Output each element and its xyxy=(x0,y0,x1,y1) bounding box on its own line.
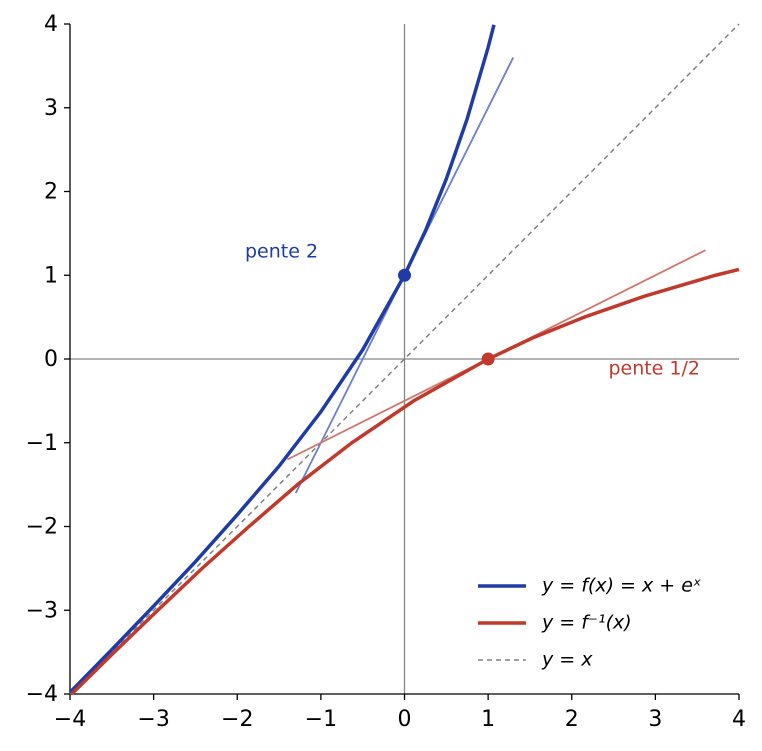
y-tick-label: 3 xyxy=(44,96,58,121)
series-line xyxy=(70,267,740,696)
point xyxy=(398,268,411,282)
x-tick-label: 4 xyxy=(732,707,746,732)
annotation: pente 2 xyxy=(245,241,318,263)
x-tick-label: −2 xyxy=(221,707,253,732)
y-tick-label: −4 xyxy=(26,682,58,707)
legend-label: y = f(x) = x + eˣ xyxy=(541,575,701,597)
x-tick-label: 3 xyxy=(648,707,662,732)
x-tick-label: 2 xyxy=(565,707,579,732)
x-tick-label: 1 xyxy=(481,707,495,732)
annotation: pente 1/2 xyxy=(608,358,700,380)
series-line xyxy=(68,24,496,694)
x-tick-label: −3 xyxy=(137,707,169,732)
x-tick-label: 0 xyxy=(398,707,412,732)
legend-label: y = x xyxy=(541,649,593,671)
legend-label: y = f⁻¹(x) xyxy=(541,612,632,634)
y-tick-label: 1 xyxy=(44,263,58,288)
y-tick-label: 2 xyxy=(44,180,58,205)
y-tick-label: −3 xyxy=(26,598,58,623)
y-tick-label: −1 xyxy=(26,431,58,456)
x-tick-label: −4 xyxy=(54,707,86,732)
series-line xyxy=(69,23,740,695)
point xyxy=(481,352,495,366)
y-tick-label: −2 xyxy=(26,515,58,540)
y-tick-label: 0 xyxy=(44,347,58,372)
x-tick-label: −1 xyxy=(305,707,337,732)
y-tick-label: 4 xyxy=(44,12,58,37)
